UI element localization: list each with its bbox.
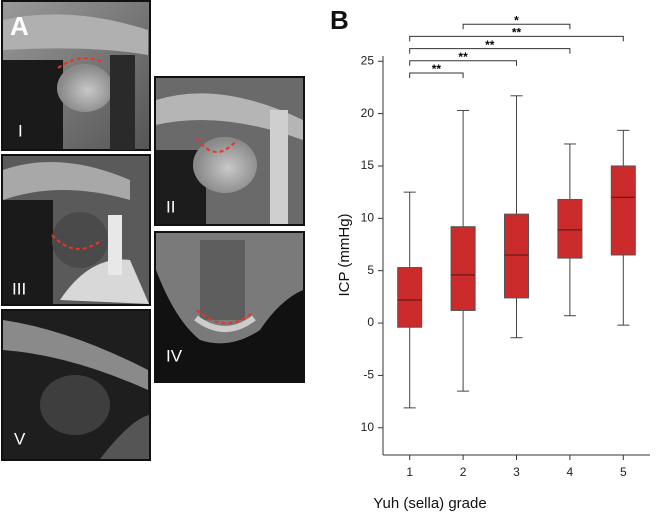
image-label: I [18,121,23,140]
image-label: II [166,197,175,216]
image-label: IV [166,346,183,365]
mri-panel [154,231,305,383]
panel-label: B [330,5,349,35]
significance-label: ** [432,62,442,76]
image-label: III [12,279,26,298]
y-tick-label: 5 [367,263,374,277]
box [557,198,583,259]
box [503,213,530,299]
panel-label: A [10,11,29,41]
significance-label: ** [512,26,522,40]
x-tick-label: 1 [406,465,413,479]
box [397,267,423,328]
significance-label: * [514,13,519,27]
mri-panel [154,76,305,226]
x-axis-label: Yuh (sella) grade [373,495,486,512]
x-tick-label: 2 [460,465,467,479]
significance-bracket [409,72,464,78]
box [610,165,636,256]
y-tick-label: 25 [361,53,375,67]
y-tick-label: 20 [361,106,375,120]
significance-label: ** [485,38,495,52]
y-axis-label: ICP (mmHg) [336,213,353,296]
y-tick-label: 10 [361,210,375,224]
mri-panel [1,154,151,306]
x-tick-label: 5 [620,465,627,479]
mri-panel [1,0,151,151]
image-label: V [14,429,26,448]
y-tick-label: -5 [363,368,374,382]
significance-bracket [409,60,517,66]
y-tick-label: 10 [361,420,375,434]
y-tick-label: 0 [367,315,374,329]
x-tick-label: 3 [513,465,520,479]
significance-bracket [409,48,571,54]
significance-label: ** [458,50,468,64]
y-tick-label: 15 [361,158,375,172]
significance-bracket [409,35,624,42]
box [450,226,476,311]
mri-panel [1,309,151,461]
significance-bracket [462,23,571,30]
x-tick-label: 4 [567,465,574,479]
